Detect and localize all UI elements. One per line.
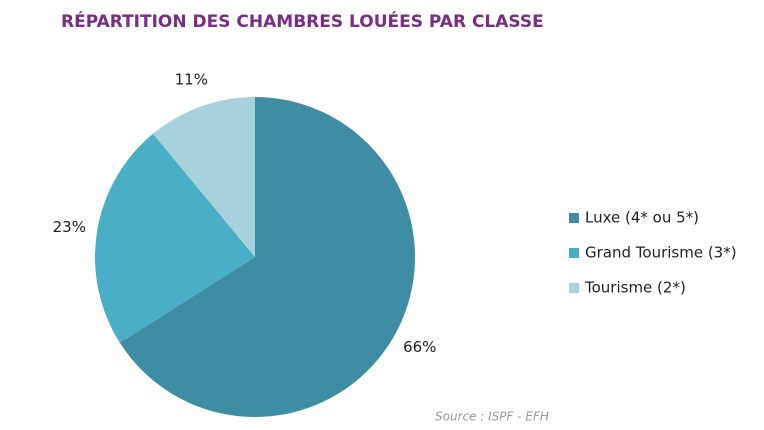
- legend-swatch: [569, 248, 579, 258]
- pie-slice: [153, 97, 255, 257]
- legend-swatch: [569, 213, 579, 223]
- value-label: 66%: [403, 338, 436, 356]
- legend-swatch: [569, 283, 579, 293]
- source: Source : ISPF - EFH: [435, 410, 549, 424]
- legend-label: Grand Tourisme (3*): [585, 244, 737, 262]
- legend-label: Luxe (4* ou 5*): [585, 209, 699, 227]
- pie-slice: [94, 133, 255, 343]
- value-label: 23%: [53, 218, 86, 236]
- value-label: 11%: [175, 71, 208, 89]
- pie-slice: [119, 97, 415, 417]
- legend-label: Tourisme (2*): [584, 279, 686, 297]
- chart-title: RÉPARTITION DES CHAMBRES LOUÉES PAR CLAS…: [61, 10, 544, 32]
